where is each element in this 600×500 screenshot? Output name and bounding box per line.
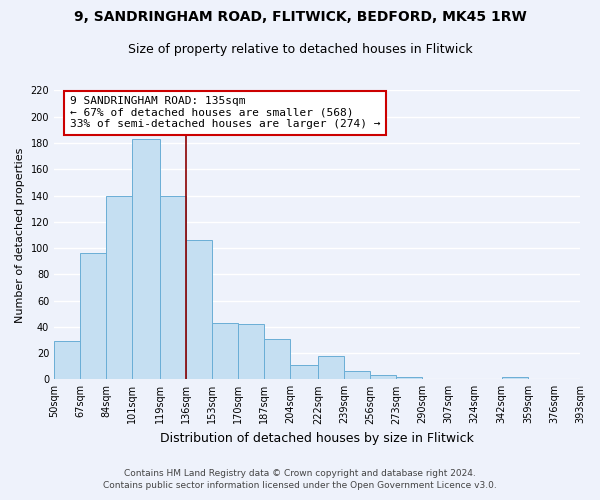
- Bar: [54, 341, 80, 380]
- Bar: [396, 376, 422, 380]
- Bar: [290, 365, 318, 380]
- Bar: [264, 338, 290, 380]
- Bar: [502, 376, 528, 380]
- Text: Size of property relative to detached houses in Flitwick: Size of property relative to detached ho…: [128, 42, 472, 56]
- Text: Contains public sector information licensed under the Open Government Licence v3: Contains public sector information licen…: [103, 481, 497, 490]
- Bar: [344, 372, 370, 380]
- Bar: [238, 324, 264, 380]
- Text: 9 SANDRINGHAM ROAD: 135sqm
← 67% of detached houses are smaller (568)
33% of sem: 9 SANDRINGHAM ROAD: 135sqm ← 67% of deta…: [70, 96, 380, 130]
- Bar: [132, 139, 160, 380]
- Bar: [106, 196, 132, 380]
- Bar: [80, 254, 106, 380]
- X-axis label: Distribution of detached houses by size in Flitwick: Distribution of detached houses by size …: [160, 432, 474, 445]
- Bar: [318, 356, 344, 380]
- Bar: [160, 196, 186, 380]
- Bar: [186, 240, 212, 380]
- Bar: [370, 376, 396, 380]
- Text: 9, SANDRINGHAM ROAD, FLITWICK, BEDFORD, MK45 1RW: 9, SANDRINGHAM ROAD, FLITWICK, BEDFORD, …: [74, 10, 526, 24]
- Bar: [212, 323, 238, 380]
- Y-axis label: Number of detached properties: Number of detached properties: [15, 147, 25, 322]
- Text: Contains HM Land Registry data © Crown copyright and database right 2024.: Contains HM Land Registry data © Crown c…: [124, 468, 476, 477]
